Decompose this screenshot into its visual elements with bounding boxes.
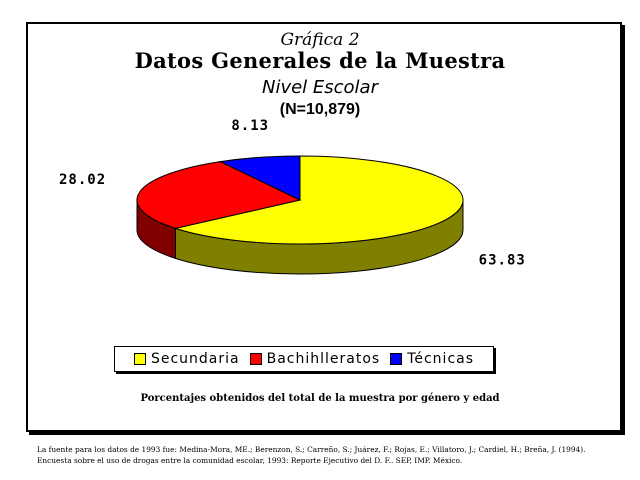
chart-legend: Secundaria Bachihlleratos Técnicas bbox=[114, 346, 494, 372]
pie-slice-secundaria bbox=[173, 155, 464, 245]
sample-size: (N=10,879) bbox=[279, 101, 361, 118]
legend-item-secundaria: Secundaria bbox=[133, 351, 240, 367]
legend-item-bachihlleratos: Bachihlleratos bbox=[249, 351, 381, 367]
legend-label-tecnicas: Técnicas bbox=[407, 351, 475, 367]
chart-kicker: Gráfica 2 bbox=[280, 30, 360, 50]
legend-item-tecnicas: Técnicas bbox=[390, 351, 474, 367]
pie-slice-bachihlleratos bbox=[136, 161, 302, 229]
source-line-2: Encuesta sobre el uso de drogas entre la… bbox=[37, 456, 463, 465]
source-line-1: La fuente para los datos de 1993 fue: Me… bbox=[37, 445, 586, 454]
legend-label-secundaria: Secundaria bbox=[150, 351, 240, 367]
data-label-tecnicas: 8.13 bbox=[231, 118, 269, 134]
legend-swatch-secundaria bbox=[133, 353, 146, 365]
data-label-bachihlleratos: 28.02 bbox=[59, 172, 106, 188]
source-citation: La fuente para los datos de 1993 fue: Me… bbox=[37, 444, 585, 466]
pie-slice-tecnicas bbox=[218, 155, 301, 201]
legend-label-bachihlleratos: Bachihlleratos bbox=[266, 351, 381, 367]
chart-footnote: Porcentajes obtenidos del total de la mu… bbox=[140, 393, 500, 404]
legend-swatch-bachihlleratos bbox=[249, 353, 262, 365]
legend-swatch-tecnicas bbox=[390, 353, 403, 365]
chart-subtitle: Nivel Escolar bbox=[261, 77, 378, 98]
data-label-secundaria: 63.83 bbox=[479, 253, 526, 269]
chart-title: Datos Generales de la Muestra bbox=[134, 48, 506, 73]
